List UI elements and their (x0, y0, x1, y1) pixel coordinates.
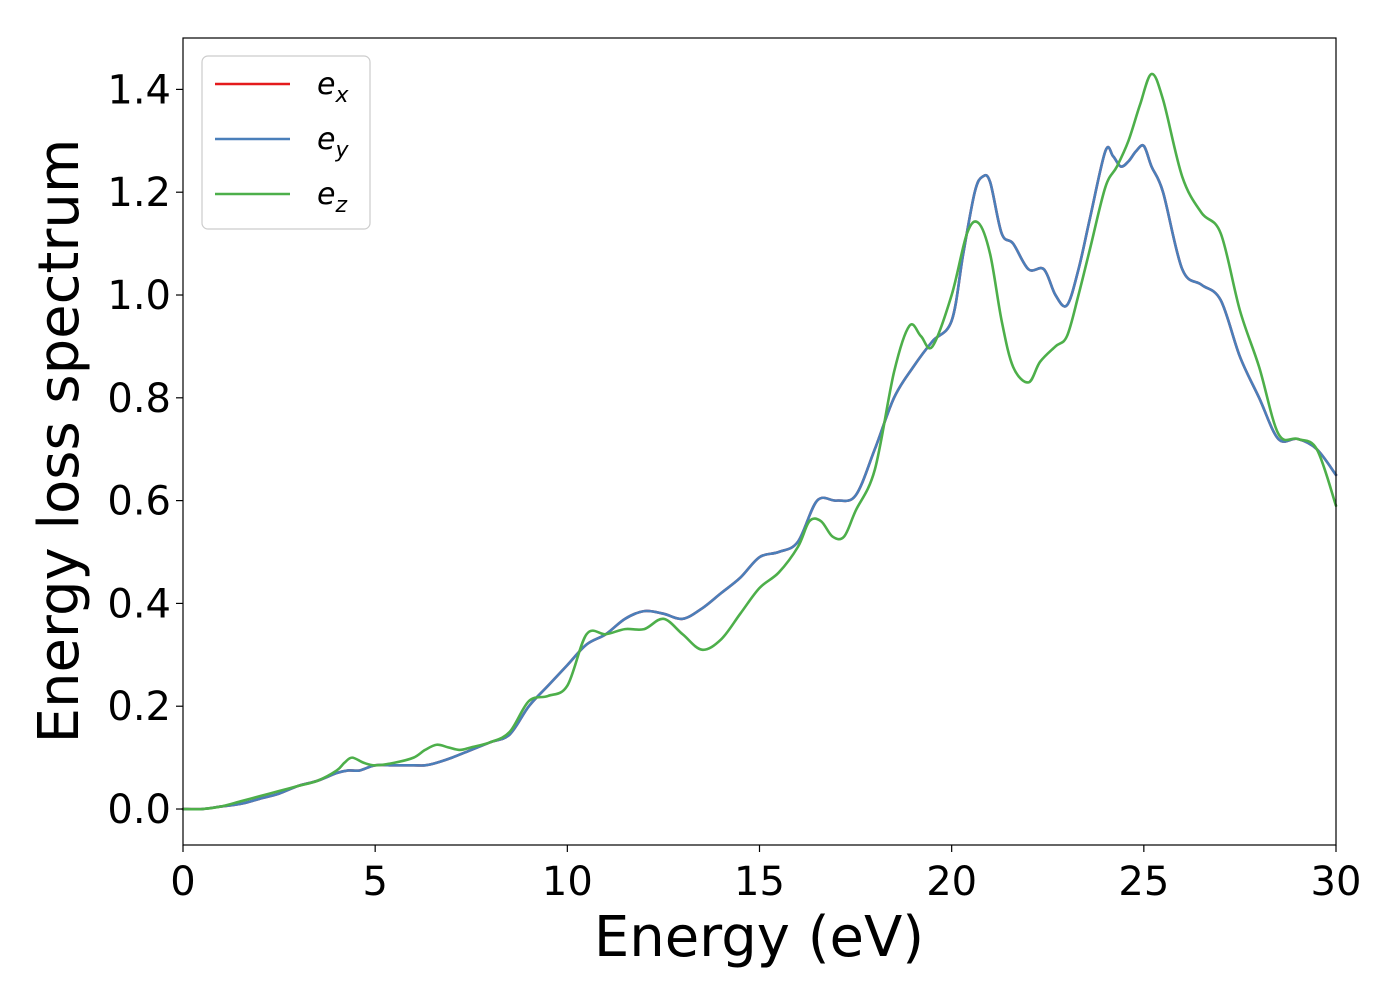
x-tick-label: 10 (542, 859, 593, 905)
y-axis-ticks: 0.0 0.2 0.4 0.6 0.8 1.0 1.2 1.4 (107, 67, 183, 833)
y-tick-label: 0.0 (107, 787, 171, 833)
legend-label-e_y: ey (317, 122, 349, 163)
legend: ex ey ez (201, 55, 371, 230)
y-tick-label: 1.0 (107, 273, 171, 319)
x-tick-label: 0 (170, 859, 195, 905)
series-line-e_y (181, 143, 1338, 811)
x-tick-label: 20 (926, 859, 977, 905)
y-tick-label: 0.8 (107, 376, 171, 422)
x-tick-label: 30 (1311, 859, 1362, 905)
y-tick-label: 1.4 (107, 67, 171, 113)
y-tick-label: 0.6 (107, 479, 171, 525)
legend-label-e_z: ez (317, 177, 347, 218)
x-axis-ticks: 0 5 10 15 20 25 30 (170, 845, 1361, 905)
legend-box (201, 55, 371, 230)
legend-label-e_x: ex (317, 67, 349, 108)
y-tick-label: 1.2 (107, 170, 171, 216)
x-tick-label: 5 (362, 859, 387, 905)
x-tick-label: 25 (1118, 859, 1169, 905)
y-tick-label: 0.2 (107, 684, 171, 730)
y-axis-label: Energy loss spectrum (27, 139, 92, 744)
series-layer (181, 72, 1338, 811)
series-line-e_z (181, 72, 1338, 811)
y-tick-label: 0.4 (107, 581, 171, 627)
x-tick-label: 15 (734, 859, 785, 905)
x-axis-label: Energy (eV) (594, 905, 924, 970)
